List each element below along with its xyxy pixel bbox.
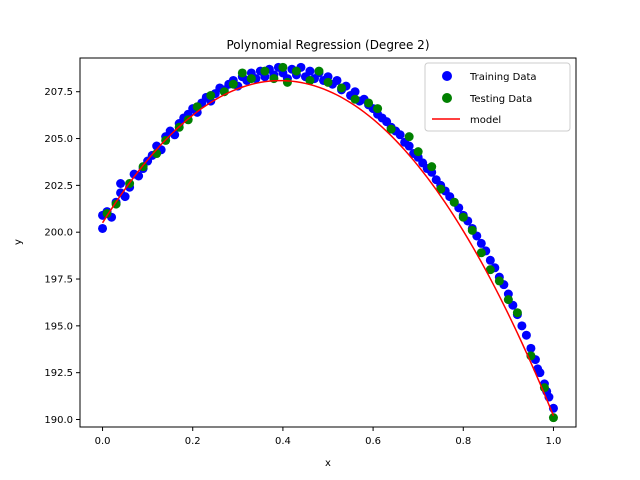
testing-point [494, 276, 504, 286]
legend-training-marker [442, 71, 452, 81]
legend-model-label: model [470, 115, 501, 126]
training-point [350, 87, 360, 97]
y-tick-label: 202.5 [44, 181, 73, 192]
testing-point [548, 413, 558, 423]
legend-training-label: Training Data [469, 72, 537, 83]
testing-point [192, 102, 202, 112]
training-point [305, 66, 315, 76]
training-point [476, 238, 486, 248]
testing-point [246, 74, 256, 84]
testing-point [305, 75, 315, 85]
x-tick-label: 0.4 [275, 436, 291, 447]
testing-point [503, 295, 513, 305]
testing-point [364, 98, 374, 108]
testing-point [206, 90, 216, 100]
x-axis: 0.0 0.2 0.4 0.6 0.8 1.0 [95, 427, 562, 447]
testing-point [458, 212, 468, 222]
y-tick-label: 195.0 [44, 321, 73, 332]
testing-point [449, 197, 459, 207]
training-point [332, 75, 342, 85]
testing-point [237, 68, 247, 78]
training-point [404, 141, 414, 151]
testing-point [436, 184, 446, 194]
y-axis-label: y [13, 239, 24, 245]
legend-testing-label: Testing Data [469, 94, 532, 105]
testing-point [314, 66, 324, 76]
model-line [101, 79, 555, 417]
testing-point [427, 162, 437, 172]
x-tick-label: 0.0 [95, 436, 111, 447]
testing-point [485, 265, 495, 275]
testing-point [350, 94, 360, 104]
training-point [98, 223, 108, 233]
training-point [517, 321, 527, 331]
y-axis: 190.0 192.5 195.0 197.5 200.0 202.5 205.0 207.5 [44, 87, 80, 426]
y-tick-label: 205.0 [44, 134, 73, 145]
testing-point [467, 225, 477, 235]
y-tick-label: 190.0 [44, 415, 73, 426]
legend-testing-marker [442, 93, 452, 103]
testing-point [476, 248, 486, 258]
x-tick-label: 0.6 [365, 436, 381, 447]
testing-point [228, 79, 238, 89]
legend: Training Data Testing Data model [424, 62, 571, 132]
testing-point [404, 132, 414, 142]
training-point [521, 330, 531, 340]
training-point [526, 343, 536, 353]
training-point [116, 178, 126, 188]
x-tick-label: 0.2 [185, 436, 201, 447]
plot-frame [79, 57, 577, 428]
training-point [120, 192, 130, 202]
plot-area [98, 62, 558, 423]
legend-box [424, 62, 571, 132]
testing-point [291, 66, 301, 76]
y-tick-label: 200.0 [44, 228, 73, 239]
training-point [485, 255, 495, 265]
testing-point [282, 77, 292, 87]
testing-point [386, 124, 396, 134]
testing-point [337, 83, 347, 93]
x-axis-label: x [325, 458, 331, 469]
testing-point [413, 147, 423, 157]
x-tick-label: 0.8 [455, 436, 471, 447]
testing-point [278, 62, 288, 72]
testing-point [512, 308, 522, 318]
y-tick-label: 207.5 [44, 87, 73, 98]
training-point [395, 130, 405, 140]
y-tick-label: 192.5 [44, 368, 73, 379]
x-tick-label: 1.0 [546, 436, 562, 447]
testing-point [260, 66, 270, 76]
y-tick-label: 197.5 [44, 275, 73, 286]
testing-point [323, 77, 333, 87]
testing-point [373, 104, 383, 114]
chart-title: Polynomial Regression (Degree 2) [227, 38, 430, 52]
